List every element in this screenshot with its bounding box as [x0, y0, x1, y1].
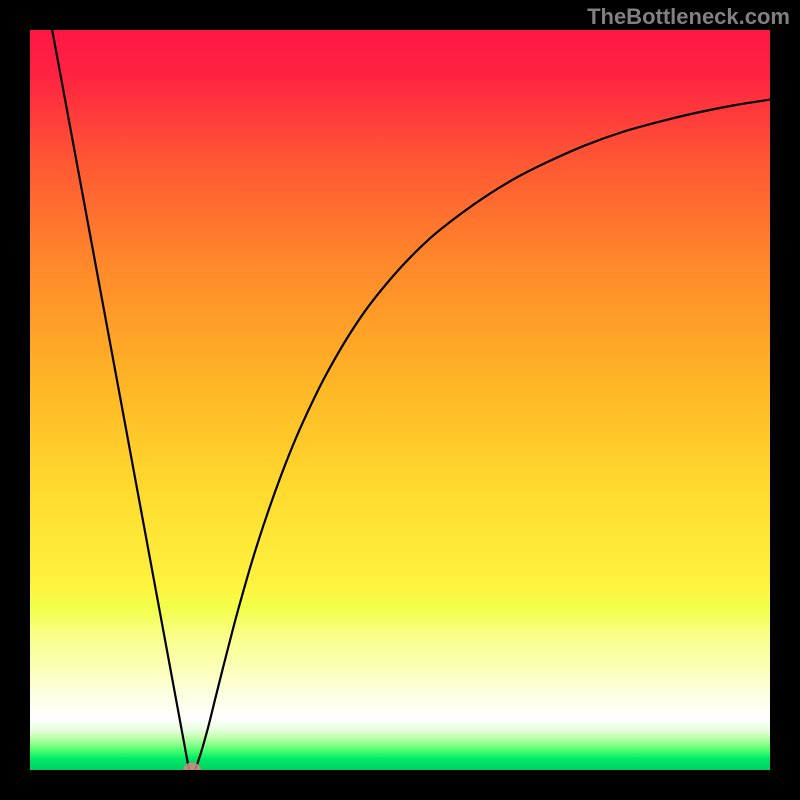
plot-background	[30, 30, 770, 770]
bottleneck-curve-chart: TheBottleneck.com	[0, 0, 800, 800]
watermark-text: TheBottleneck.com	[587, 4, 790, 29]
chart-container: TheBottleneck.com	[0, 0, 800, 800]
